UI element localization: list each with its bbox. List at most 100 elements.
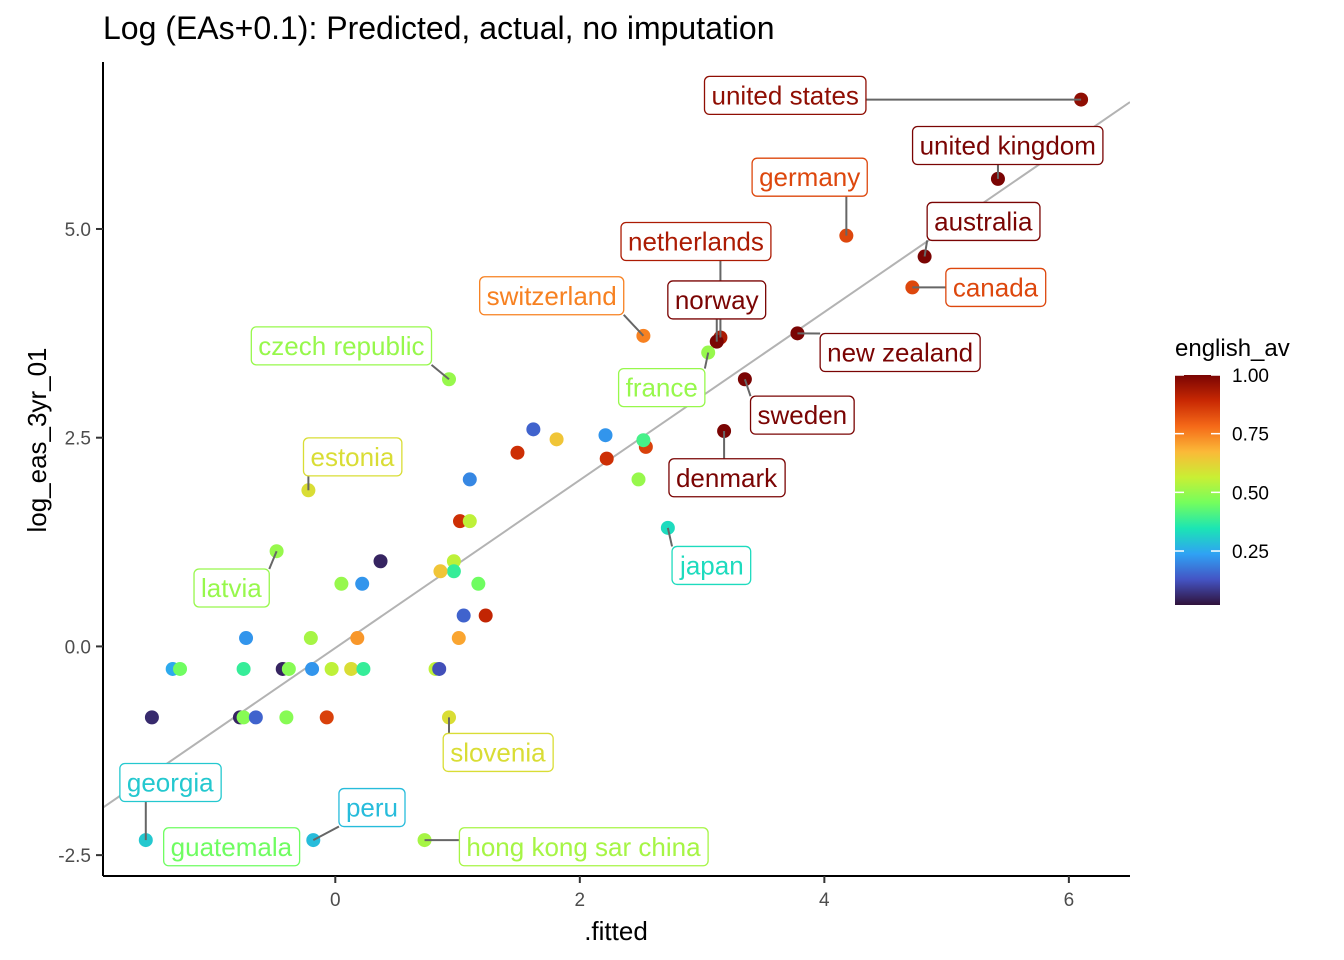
data-point [334,576,349,591]
point-label: czech republic [250,326,450,381]
label-box [338,787,406,828]
y-axis-title: log_eas_3yr_01 [22,347,52,532]
label-leader [923,240,929,257]
label-text: hong kong sar china [466,832,701,862]
label-text: norway [675,285,759,315]
data-point [526,422,541,437]
label-leader [623,314,645,337]
y-tick-label: 5.0 [65,220,91,241]
label-box [749,395,855,435]
data-point [598,428,613,443]
point-label: norway [667,280,767,342]
label-leader [703,352,710,369]
label-box [751,157,868,197]
x-tick-label: 2 [575,890,586,911]
label-box [667,280,767,320]
data-point [356,661,371,676]
y-tick-label: -2.5 [58,846,91,867]
point-label: sweden [743,378,855,435]
data-point [636,433,651,448]
data-point [236,661,251,676]
label-text: netherlands [628,226,764,256]
label-text: denmark [676,463,778,493]
y-tick-label: 0.0 [65,637,91,658]
point-label: united states [703,75,1082,116]
data-point [446,564,461,579]
data-point [373,554,388,569]
point-label: guatemala [163,827,301,867]
x-axis-title: .fitted [584,916,648,946]
x-tick-label: 6 [1064,890,1075,911]
point-label: slovenia [442,717,554,773]
label-box [926,201,1041,242]
label-box [617,367,706,408]
data-point [478,608,493,623]
point-label: france [617,352,710,408]
point-label: georgia [119,762,222,841]
label-text: switzerland [487,281,617,311]
label-box [250,326,433,366]
point-label: germany [751,157,868,236]
data-point [355,576,370,591]
data-point [281,661,296,676]
label-box [668,458,786,498]
data-point [303,631,318,646]
label-leader [666,527,674,547]
label-box [671,545,752,586]
colorbar-tick-label: 0.25 [1232,542,1269,563]
data-point [344,661,359,676]
data-point [549,432,564,447]
label-text: peru [346,793,398,823]
data-point [433,564,448,579]
label-box [442,732,554,773]
point-label: australia [923,201,1041,257]
point-label: united kingdom [911,125,1104,179]
data-point [453,514,468,529]
data-point [451,631,466,646]
label-text: estonia [310,442,394,472]
label-box [458,827,709,867]
data-point [631,472,646,487]
point-label: estonia [302,437,403,491]
data-point [456,608,471,623]
label-box [703,75,867,116]
colorbar [1175,375,1220,605]
legend-title: english_av [1175,335,1290,362]
label-text: france [626,373,698,403]
chart-title: Log (EAs+0.1): Predicted, actual, no imp… [103,10,775,46]
point-label: new zealand [797,332,981,373]
label-text: new zealand [827,338,973,368]
legend: english_av 0.25 0.50 0.75 1.00 [1175,335,1290,605]
data-point [471,576,486,591]
colorbar-tick-label: 0.75 [1232,425,1269,446]
data-point [236,710,251,725]
data-point [432,661,447,676]
point-label: netherlands [620,221,772,338]
label-box [193,568,270,608]
label-text: georgia [127,767,214,797]
label-box [945,267,1047,308]
data-point [173,661,188,676]
data-point [350,631,365,646]
point-label: japan [666,527,752,586]
data-point [239,631,254,646]
label-box [119,762,222,803]
x-tick-label: 4 [819,890,830,911]
colorbar-tick-label: 1.00 [1232,366,1269,387]
label-box [819,332,981,373]
data-point [462,514,477,529]
label-text: canada [953,272,1039,302]
label-text: slovenia [450,737,546,767]
data-point [324,661,339,676]
data-point [510,445,525,460]
label-text: czech republic [258,331,424,361]
label-leader [268,550,278,570]
y-tick-label: 2.5 [65,429,91,450]
label-text: united states [712,80,859,110]
data-point [462,472,477,487]
label-box [302,437,403,477]
label-box [163,827,301,867]
data-point [144,710,159,725]
label-text: australia [934,206,1033,236]
point-label: peru [312,787,406,841]
